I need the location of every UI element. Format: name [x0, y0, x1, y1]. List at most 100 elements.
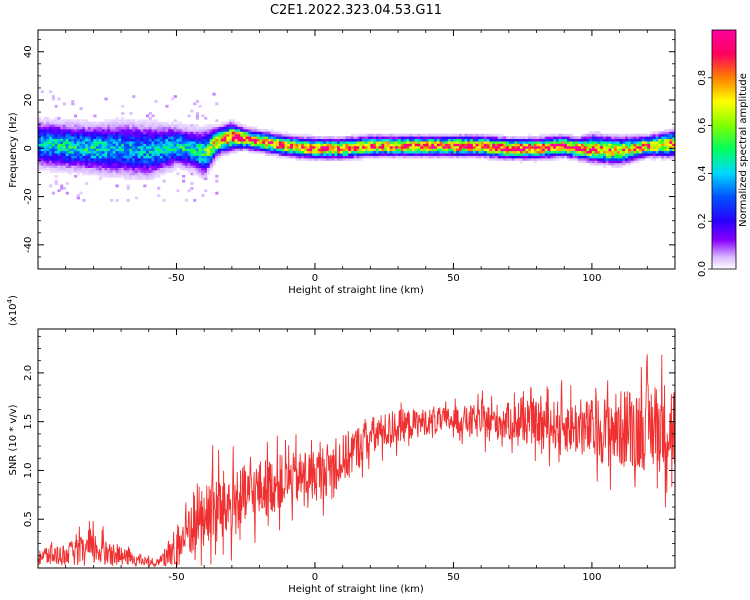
heatmap-cell	[494, 138, 499, 142]
heatmap-cell	[267, 150, 272, 154]
heatmap-cell	[179, 160, 183, 164]
heatmap-cell	[464, 141, 468, 144]
heatmap-cell	[622, 136, 626, 140]
heatmap-cell	[215, 155, 219, 159]
heatmap-cell	[301, 133, 305, 137]
snr-y-multiplier: (x104)	[6, 295, 19, 326]
heatmap-cell	[566, 157, 571, 161]
heatmap-cell	[96, 141, 100, 144]
heatmap-cell	[572, 153, 576, 156]
heatmap-cell	[306, 141, 310, 144]
heatmap-cell	[589, 143, 593, 147]
heatmap-cell	[115, 141, 119, 144]
heatmap-cell	[107, 141, 111, 144]
heatmap-cell	[663, 148, 668, 152]
heatmap-cell	[644, 136, 648, 140]
heatmap-cell	[146, 131, 150, 135]
heatmap-cell	[190, 167, 194, 171]
heatmap-cell	[118, 141, 122, 144]
heatmap-cell	[132, 167, 136, 171]
heatmap-cell	[204, 145, 208, 149]
heatmap-cell	[129, 174, 133, 178]
heatmap-cell	[54, 150, 58, 154]
heatmap-cell	[259, 128, 263, 132]
heatmap-cell	[597, 131, 601, 135]
heatmap-cell	[101, 133, 105, 137]
heatmap-cell	[483, 141, 488, 144]
heatmap-cell	[179, 150, 183, 154]
heatmap-cell	[43, 136, 47, 140]
heatmap-cell	[212, 160, 216, 164]
heatmap-cell	[115, 116, 119, 120]
heatmap-cell	[605, 141, 609, 144]
heatmap-cell	[314, 148, 319, 152]
heatmap-cell	[123, 148, 128, 152]
heatmap-cell	[447, 143, 452, 147]
heatmap-cell	[672, 148, 675, 152]
heatmap-cell	[179, 138, 183, 142]
heatmap-cell	[611, 143, 615, 147]
heatmap-cell	[129, 133, 133, 137]
heatmap-cell	[143, 136, 147, 140]
heatmap-cell	[622, 145, 626, 149]
heatmap-cell	[157, 148, 161, 152]
heatmap-cell	[87, 160, 92, 164]
heatmap-cell	[46, 121, 50, 125]
heatmap-cell	[580, 153, 584, 156]
heatmap-cell	[287, 141, 291, 144]
heatmap-cell	[90, 148, 94, 152]
heatmap-cell	[204, 143, 208, 147]
heatmap-cell	[110, 160, 114, 164]
heatmap-cell	[51, 131, 56, 135]
heatmap-cell	[464, 145, 468, 149]
heatmap-cell	[566, 155, 571, 159]
heatmap-cell	[179, 124, 183, 127]
heatmap-cell	[323, 155, 327, 159]
heatmap-cell	[82, 150, 86, 154]
heatmap-cell	[633, 145, 637, 149]
heatmap-cell	[107, 126, 111, 130]
heatmap-cell	[600, 141, 604, 144]
heatmap-cell	[669, 145, 673, 149]
heatmap-cell	[118, 148, 122, 152]
heatmap-cell	[583, 157, 587, 161]
heatmap-cell	[38, 138, 42, 142]
heatmap-cell	[71, 126, 75, 130]
heatmap-cell	[666, 141, 670, 144]
heatmap-cell	[625, 145, 629, 149]
heatmap-cell	[428, 150, 432, 154]
heatmap-cell	[215, 124, 219, 127]
heatmap-cell	[134, 141, 139, 144]
heatmap-cell	[40, 150, 44, 154]
heatmap-cell	[439, 136, 443, 140]
heatmap-cell	[591, 131, 596, 135]
heatmap-cell	[68, 167, 72, 171]
heatmap-cell	[442, 153, 446, 156]
heatmap-cell	[201, 155, 205, 159]
heatmap-cell	[470, 136, 474, 140]
heatmap-cell	[254, 148, 258, 152]
heatmap-cell	[79, 107, 83, 111]
heatmap-cell	[323, 150, 327, 154]
heatmap-cell	[134, 167, 139, 171]
heatmap-cell	[636, 160, 640, 164]
heatmap-cell	[292, 136, 296, 140]
heatmap-cell	[312, 155, 316, 159]
heatmap-cell	[159, 124, 164, 127]
heatmap-cell	[121, 116, 125, 120]
heatmap-cell	[240, 126, 244, 130]
heatmap-cell	[265, 143, 269, 147]
heatmap-cell	[411, 133, 416, 137]
heatmap-cell	[206, 126, 211, 130]
heatmap-cell	[669, 148, 673, 152]
heatmap-cell	[314, 138, 319, 142]
heatmap-cell	[345, 141, 349, 144]
heatmap-cell	[107, 150, 111, 154]
heatmap-cell	[248, 126, 252, 130]
heatmap-cell	[148, 116, 152, 120]
heatmap-cell	[489, 157, 493, 161]
heatmap-cell	[650, 157, 654, 161]
heatmap-cell	[364, 145, 368, 149]
heatmap-cell	[132, 133, 136, 137]
heatmap-cell	[168, 143, 172, 147]
